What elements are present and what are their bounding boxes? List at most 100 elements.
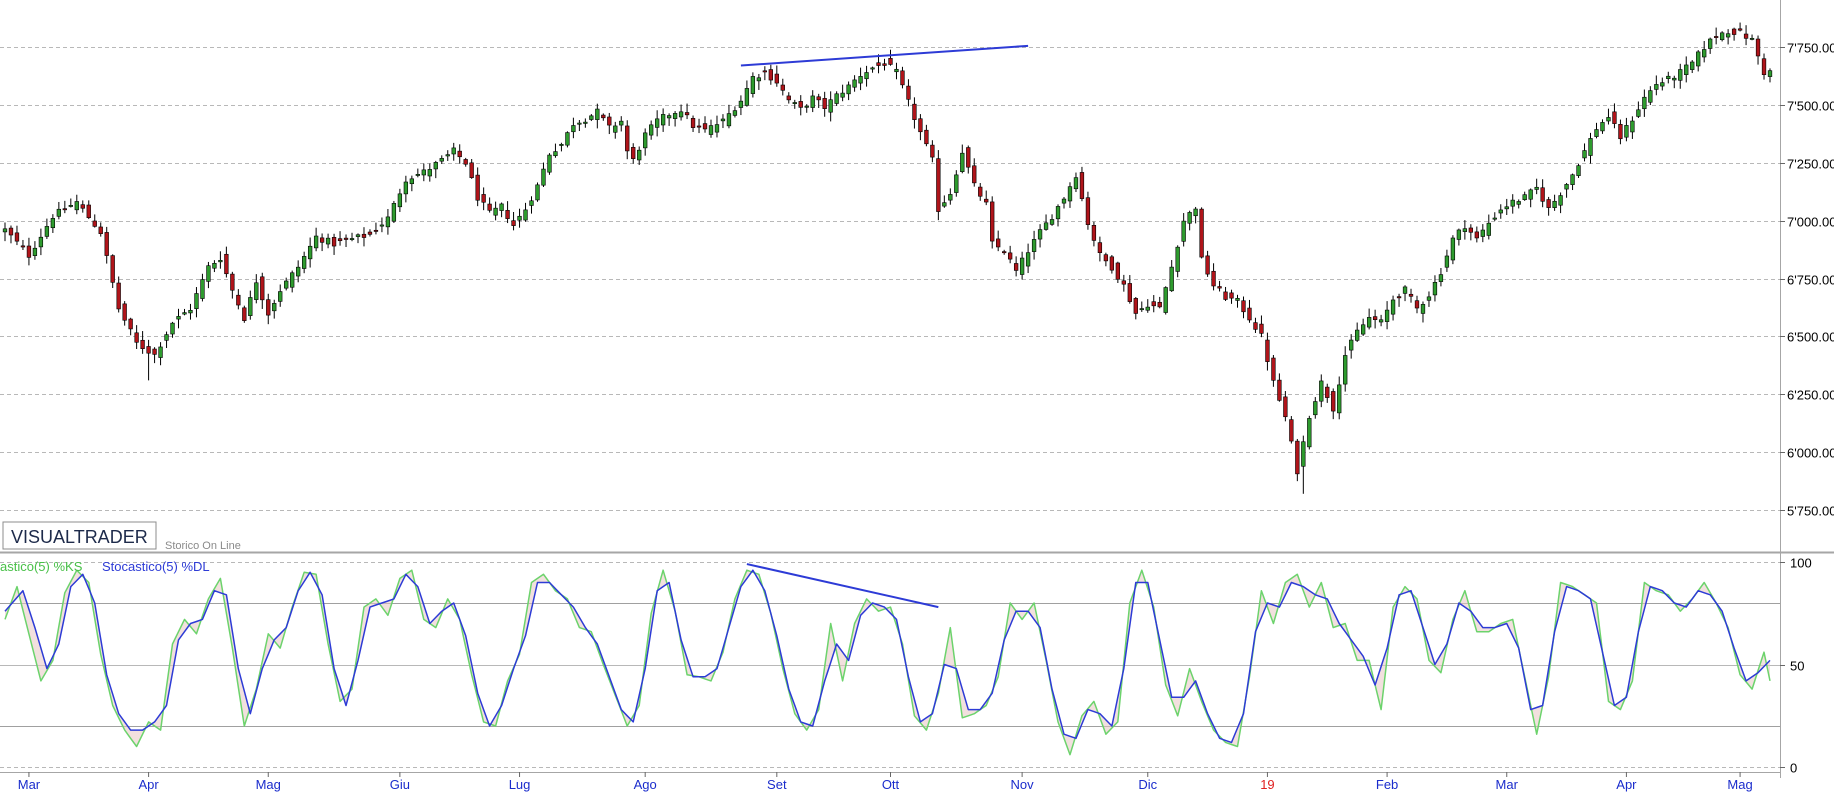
candle[interactable] <box>547 153 552 175</box>
candle[interactable] <box>1360 318 1366 336</box>
candle[interactable] <box>1743 25 1749 46</box>
stoch-ks-line[interactable] <box>4 569 1771 756</box>
candle[interactable] <box>146 339 151 381</box>
candle[interactable] <box>1702 41 1707 63</box>
candle[interactable] <box>182 308 187 316</box>
candle[interactable] <box>810 90 815 113</box>
candle[interactable] <box>1157 296 1162 309</box>
candle[interactable] <box>1049 214 1055 226</box>
candle[interactable] <box>619 116 624 132</box>
candle[interactable] <box>343 234 349 248</box>
candle[interactable] <box>1761 53 1767 80</box>
candle[interactable] <box>62 200 67 214</box>
candle[interactable] <box>732 106 738 118</box>
candle[interactable] <box>134 325 139 349</box>
candle[interactable] <box>529 196 534 214</box>
candle[interactable] <box>1229 289 1234 304</box>
candle[interactable] <box>1343 346 1348 392</box>
candle[interactable] <box>1474 226 1479 243</box>
candle[interactable] <box>1696 50 1701 72</box>
candle[interactable] <box>1115 261 1121 284</box>
candle[interactable] <box>894 62 899 80</box>
candle[interactable] <box>1684 56 1689 83</box>
candle[interactable] <box>32 241 38 260</box>
candle[interactable] <box>445 150 450 161</box>
candle[interactable] <box>1600 119 1605 134</box>
candle[interactable] <box>583 118 588 128</box>
candle[interactable] <box>876 54 881 74</box>
candle[interactable] <box>654 110 660 137</box>
candle[interactable] <box>475 167 480 207</box>
candle[interactable] <box>1648 86 1653 106</box>
candle[interactable] <box>1193 206 1198 224</box>
candle[interactable] <box>1349 334 1354 359</box>
candle[interactable] <box>92 214 97 228</box>
candle[interactable] <box>1199 207 1204 259</box>
candle[interactable] <box>2 222 8 242</box>
candle[interactable] <box>828 91 833 122</box>
candle[interactable] <box>1097 236 1103 262</box>
candle[interactable] <box>978 183 983 201</box>
candle[interactable] <box>1755 35 1761 65</box>
candle[interactable] <box>212 260 217 273</box>
candle[interactable] <box>804 104 809 113</box>
candle[interactable] <box>367 229 373 237</box>
candle[interactable] <box>990 196 995 249</box>
candle[interactable] <box>379 217 385 233</box>
candle[interactable] <box>1109 255 1115 274</box>
candle[interactable] <box>296 260 301 283</box>
candle[interactable] <box>248 290 253 320</box>
candle[interactable] <box>1558 192 1563 214</box>
candle[interactable] <box>1037 224 1043 248</box>
candle[interactable] <box>1073 172 1079 193</box>
candle[interactable] <box>469 159 474 179</box>
candle[interactable] <box>1725 29 1731 45</box>
candle[interactable] <box>397 188 403 212</box>
candle[interactable] <box>20 239 26 250</box>
candle[interactable] <box>1241 296 1246 319</box>
candle[interactable] <box>457 144 462 164</box>
candle[interactable] <box>8 225 14 244</box>
candle[interactable] <box>1749 34 1755 41</box>
candle[interactable] <box>493 201 498 221</box>
candle[interactable] <box>337 231 343 246</box>
candle[interactable] <box>1468 224 1474 241</box>
candle[interactable] <box>1564 182 1569 198</box>
candle[interactable] <box>1133 297 1138 320</box>
candle[interactable] <box>122 301 127 326</box>
candle[interactable] <box>1767 68 1773 83</box>
candle[interactable] <box>1552 194 1557 211</box>
stoch-trend-line[interactable] <box>746 563 939 609</box>
candle[interactable] <box>1678 63 1683 89</box>
candle[interactable] <box>451 142 456 161</box>
candle[interactable] <box>960 144 965 174</box>
candle[interactable] <box>319 233 325 252</box>
candle[interactable] <box>98 222 103 237</box>
candle[interactable] <box>116 276 121 313</box>
candle[interactable] <box>80 200 85 213</box>
candle[interactable] <box>1277 373 1282 402</box>
candle[interactable] <box>1390 295 1396 321</box>
candle[interactable] <box>38 228 44 256</box>
candle[interactable] <box>26 237 32 266</box>
candle[interactable] <box>1289 416 1294 444</box>
candle[interactable] <box>415 168 420 178</box>
candle[interactable] <box>499 202 504 218</box>
candle[interactable] <box>1384 301 1390 330</box>
candle[interactable] <box>1618 119 1623 145</box>
candle[interactable] <box>44 218 50 239</box>
candle[interactable] <box>738 95 744 116</box>
candle[interactable] <box>649 120 654 140</box>
candle[interactable] <box>1253 317 1258 333</box>
candle[interactable] <box>373 222 379 235</box>
candle[interactable] <box>1337 376 1342 420</box>
candle[interactable] <box>1067 182 1073 208</box>
candle[interactable] <box>756 73 762 90</box>
candle[interactable] <box>1217 280 1222 292</box>
candle[interactable] <box>846 81 851 101</box>
candle[interactable] <box>684 103 690 120</box>
candle[interactable] <box>1570 173 1575 191</box>
candle[interactable] <box>595 103 600 129</box>
candle[interactable] <box>1731 27 1737 41</box>
candle[interactable] <box>565 131 570 148</box>
